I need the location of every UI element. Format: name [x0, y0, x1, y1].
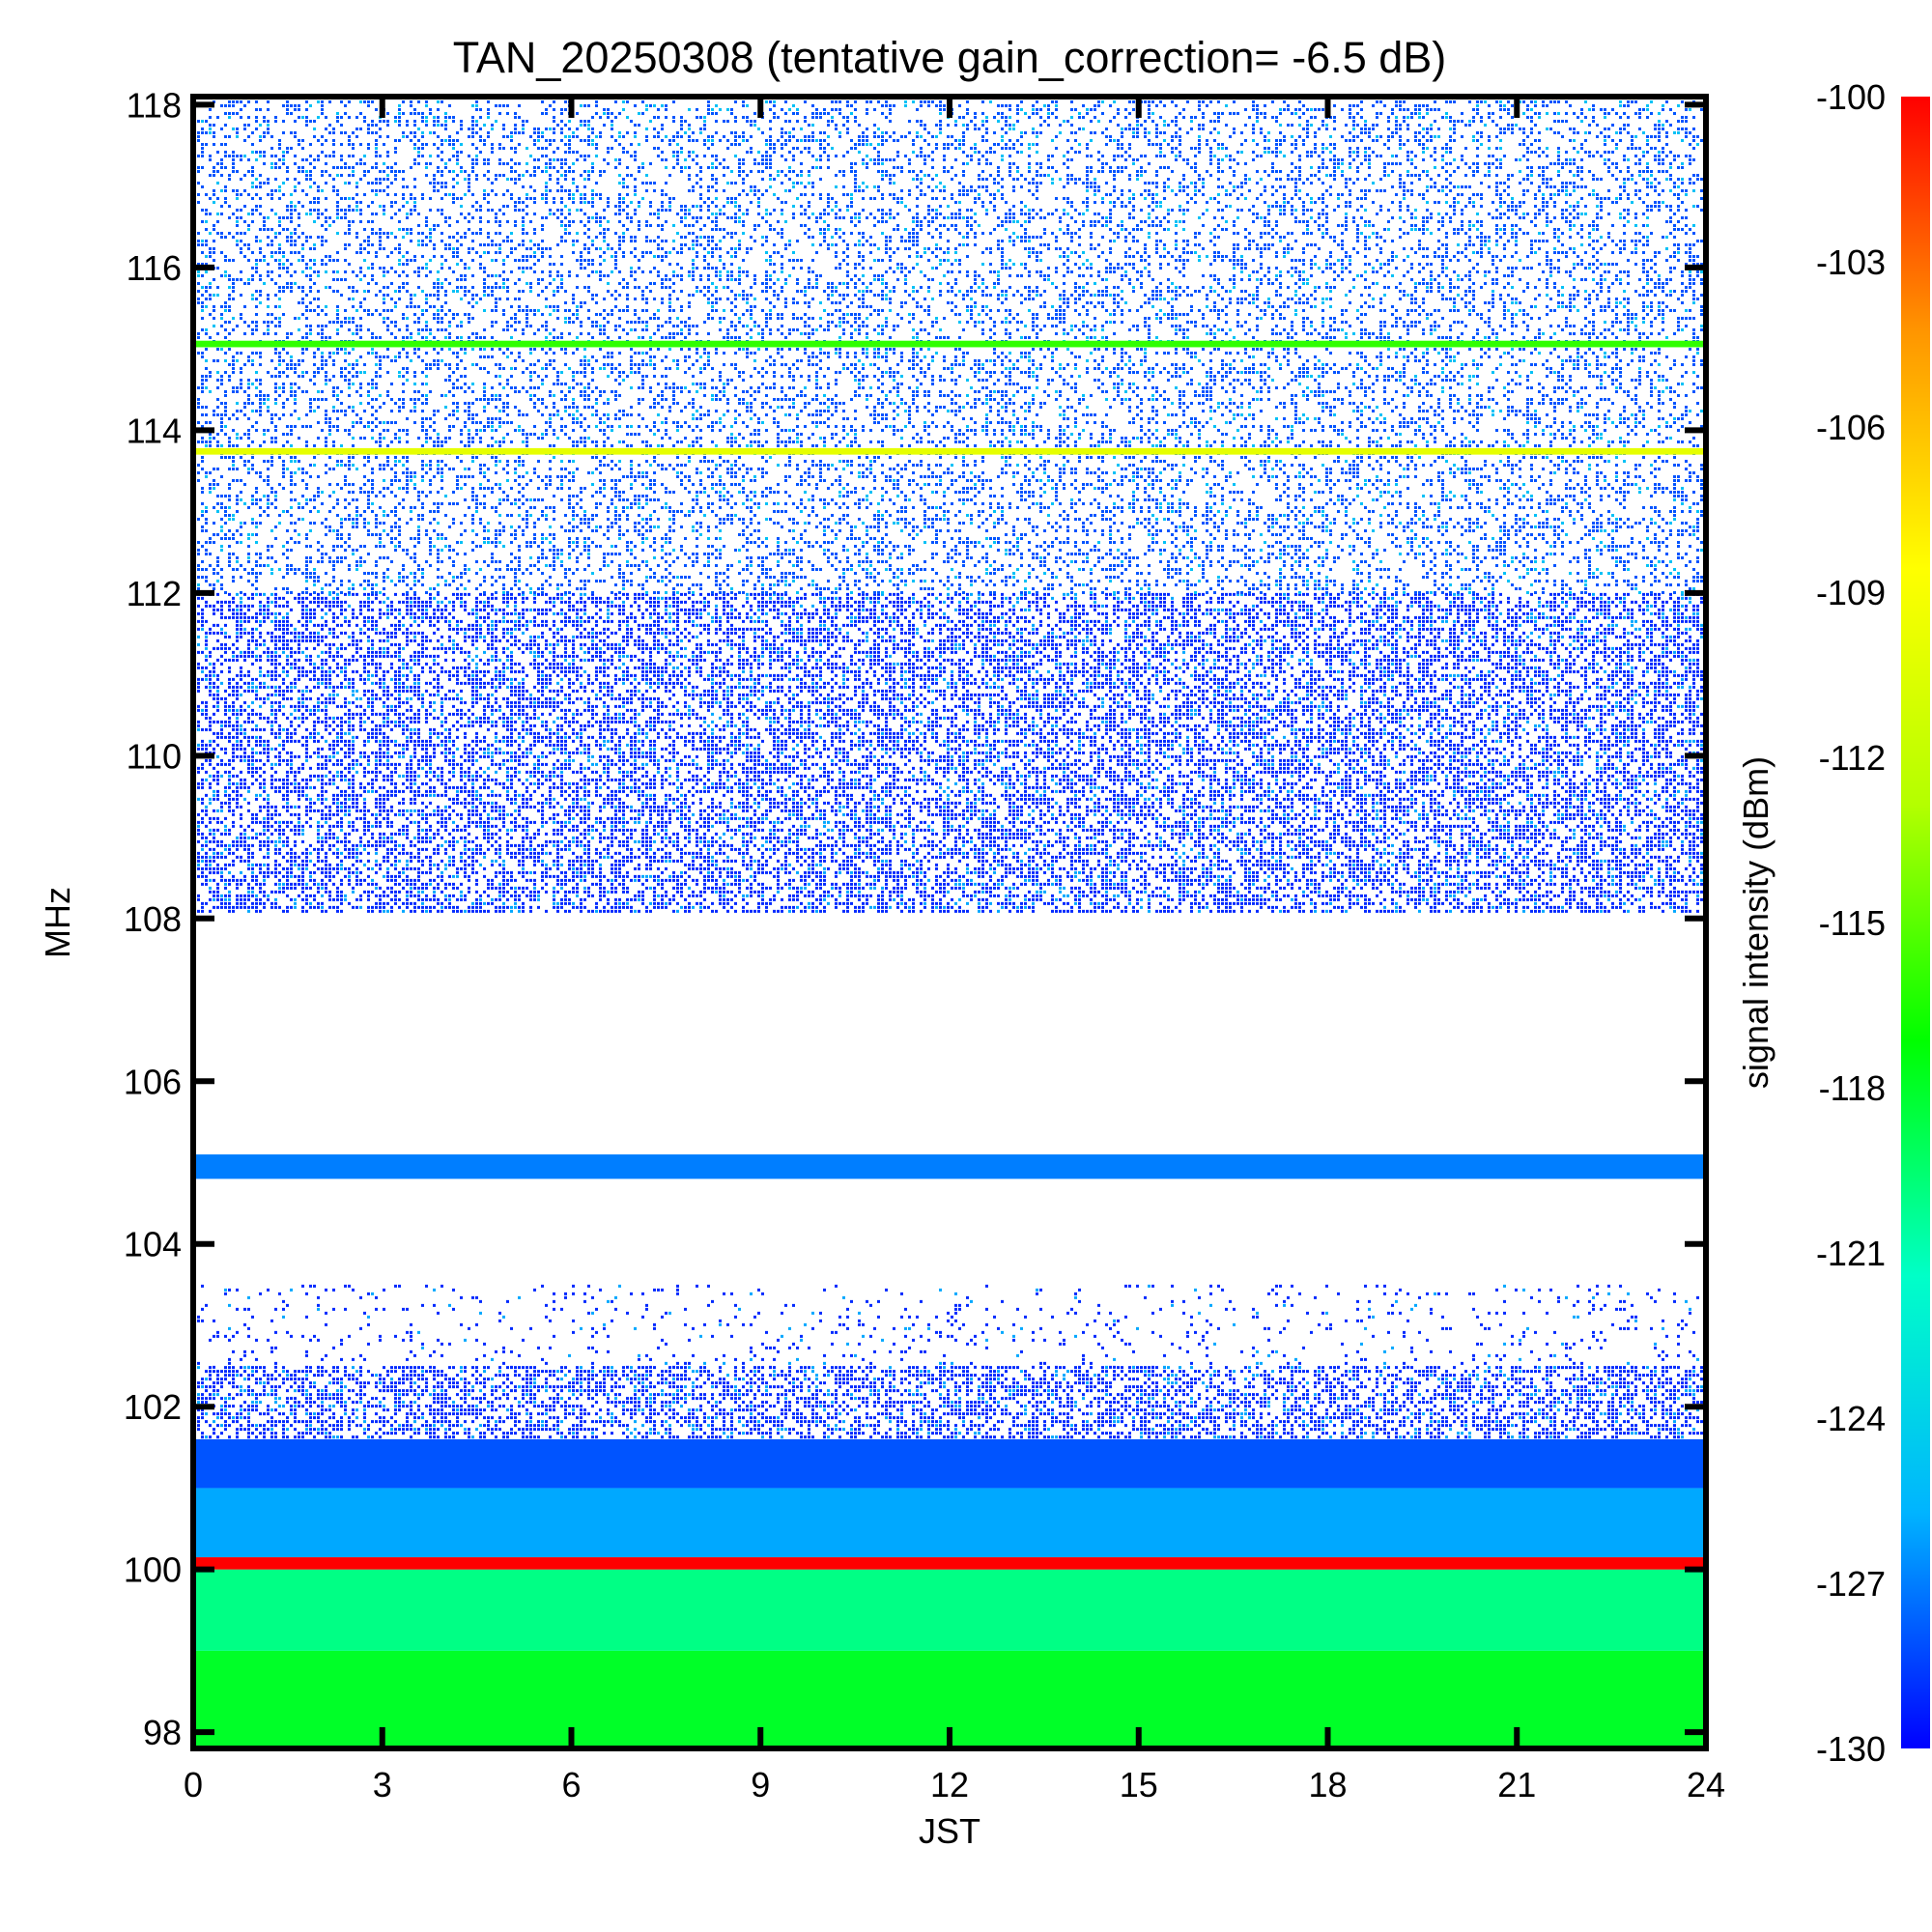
band-4 [193, 1438, 1706, 1489]
band-6 [197, 1284, 1706, 1369]
colorbar-tick-label: -106 [1816, 408, 1886, 447]
y-tick-label: 106 [124, 1062, 182, 1101]
colorbar-tick-label: -109 [1816, 573, 1886, 612]
x-tick-label: 24 [1687, 1765, 1725, 1804]
x-axis: 0 3 6 9 12 15 18 21 24 [184, 97, 1725, 1804]
colorbar-tick-label: -121 [1816, 1234, 1886, 1273]
band-cells [193, 592, 1706, 913]
band-cells [197, 1284, 1706, 1369]
band-fill [193, 1438, 1706, 1489]
y-tick-label: 102 [124, 1387, 182, 1427]
y-tick-label: 104 [124, 1225, 182, 1264]
band-11 [193, 340, 1706, 348]
band-cells [193, 592, 1706, 913]
y-axis-label: MHz [38, 887, 77, 958]
band-8 [193, 592, 1706, 913]
band-10 [193, 447, 1706, 455]
colorbar [1901, 97, 1930, 1748]
band-1 [193, 1569, 1706, 1651]
x-tick-label: 15 [1120, 1765, 1158, 1804]
x-tick-label: 21 [1497, 1765, 1536, 1804]
colorbar-tick-label: -130 [1816, 1729, 1886, 1769]
y-tick-label: 116 [127, 248, 182, 288]
band-cells [193, 1366, 1706, 1439]
band-cells [224, 1284, 1699, 1369]
band-7 [193, 1154, 1706, 1179]
colorbar-tick-label: -112 [1819, 738, 1886, 778]
y-tick-label: 98 [143, 1713, 182, 1752]
x-tick-label: 6 [561, 1765, 581, 1804]
band-fill [193, 447, 1706, 455]
band-5 [193, 1366, 1706, 1439]
y-tick-label: 114 [127, 411, 182, 450]
x-tick-label: 12 [930, 1765, 969, 1804]
colorbar-axis: -100 -103 -106 -109 -112 -115 -118 -121 -124 -127… [1816, 77, 1886, 1769]
band-fill [193, 1488, 1706, 1558]
colorbar-tick-label: -118 [1819, 1068, 1886, 1108]
band-fill [193, 1154, 1706, 1179]
x-tick-label: 18 [1308, 1765, 1347, 1804]
colorbar-tick-label: -103 [1816, 242, 1886, 282]
colorbar-tick-label: -100 [1816, 77, 1886, 117]
band-fill [193, 1557, 1706, 1570]
y-axis: 98 100 102 104 106 108 110 112 114 116 118 [124, 85, 1706, 1752]
colorbar-label: signal intensity (dBm) [1736, 756, 1776, 1089]
y-tick-label: 118 [127, 85, 182, 125]
band-cells [193, 1366, 1706, 1439]
chart-title: TAN_20250308 (tentative gain_correction=… [453, 33, 1447, 82]
x-tick-label: 9 [751, 1765, 770, 1804]
colorbar-tick-label: -124 [1816, 1399, 1886, 1438]
band-2 [193, 1557, 1706, 1570]
y-tick-label: 112 [127, 574, 182, 613]
plot-area [193, 97, 1706, 1748]
x-axis-label: JST [919, 1811, 980, 1851]
colorbar-tick-label: -115 [1819, 903, 1886, 943]
y-tick-label: 100 [124, 1550, 182, 1590]
band-fill [193, 340, 1706, 348]
band-3 [193, 1488, 1706, 1558]
y-tick-label: 110 [127, 736, 182, 776]
colorbar-tick-label: -127 [1816, 1564, 1886, 1604]
band-fill [193, 1569, 1706, 1651]
x-tick-label: 0 [184, 1765, 203, 1804]
y-tick-label: 108 [124, 899, 182, 939]
x-tick-label: 3 [373, 1765, 392, 1804]
